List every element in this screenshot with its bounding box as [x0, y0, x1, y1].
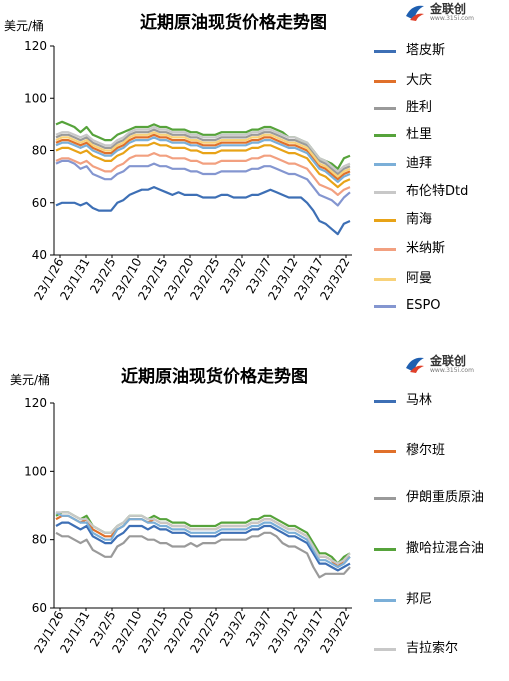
legend-item: 吉拉索尔 — [374, 640, 509, 658]
legend-label: 吉拉索尔 — [406, 641, 459, 656]
series-line-3 — [55, 128, 351, 176]
legend-label: 穆尔班 — [406, 443, 446, 458]
legend-label: 邦尼 — [406, 592, 433, 607]
y-tick-label: 40 — [32, 248, 47, 262]
series-line-2 — [55, 133, 351, 181]
legend-item: 米纳斯 — [374, 240, 509, 258]
logo-icon — [406, 357, 424, 373]
y-tick-label: 120 — [24, 396, 47, 410]
legend-label: 南海 — [406, 212, 433, 227]
legend-label: 布伦特Dtd — [406, 184, 469, 199]
legend-swatch — [374, 107, 396, 110]
y-axis-label: 美元/桶 — [4, 19, 45, 33]
legend-item: 撒哈拉混合油 — [374, 540, 509, 558]
y-tick-label: 80 — [32, 144, 47, 158]
series-line-1 — [55, 186, 351, 236]
legend-label: 塔皮斯 — [406, 43, 446, 58]
series-line-7 — [55, 141, 351, 189]
legend-swatch — [374, 305, 396, 308]
legend-item: 大庆 — [374, 72, 509, 90]
series-line-5 — [55, 136, 351, 183]
legend-label: 米纳斯 — [406, 241, 446, 256]
series-line-3 — [55, 531, 351, 579]
series-line-6 — [56, 511, 351, 565]
legend-swatch — [374, 134, 396, 137]
y-tick-label: 60 — [32, 196, 47, 210]
series-line-8 — [55, 152, 351, 196]
y-tick-label: 120 — [24, 39, 47, 53]
legend-item: 阿曼 — [374, 270, 509, 288]
y-axis-label: 美元/桶 — [10, 373, 51, 387]
legend-swatch — [374, 548, 396, 551]
series-line-1 — [55, 521, 351, 572]
y-tick-label: 100 — [24, 464, 47, 478]
series-line-5 — [55, 511, 351, 569]
legend-label: 马林 — [406, 393, 433, 408]
legend-item: 迪拜 — [374, 155, 509, 173]
legend-item: 邦尼 — [374, 591, 509, 609]
legend-swatch — [374, 497, 396, 500]
logo-icon — [406, 5, 424, 21]
legend-swatch — [374, 400, 396, 403]
line-chart-1: 40608010012023/1/2623/1/3123/2/523/2/102… — [24, 39, 353, 303]
legend-item: 杜里 — [374, 126, 509, 144]
legend-item: 马林 — [374, 392, 509, 410]
legend-label: 伊朗重质原油 — [406, 490, 485, 505]
legend-swatch — [374, 278, 396, 281]
y-tick-label: 100 — [24, 91, 47, 105]
legend-swatch — [374, 163, 396, 166]
logo-url: www.315i.com — [430, 366, 474, 374]
legend-swatch — [374, 50, 396, 53]
chart-panel-1: 美元/桶 近期原油现货价格走势图 金联创 www.315i.com 40 60 80… — [0, 0, 509, 335]
legend-label: ESPO — [406, 298, 441, 313]
legend-label: 大庆 — [406, 73, 433, 88]
series-line-9 — [55, 131, 351, 178]
legend-item: 穆尔班 — [374, 442, 509, 460]
legend-swatch — [374, 450, 396, 453]
legend-item: 布伦特Dtd — [374, 183, 509, 201]
line-chart-2: 608010012023/1/2623/1/3123/2/523/2/1023/… — [24, 396, 353, 656]
legend-label: 撒哈拉混合油 — [406, 541, 485, 556]
legend-swatch — [374, 248, 396, 251]
legend-item: 南海 — [374, 211, 509, 229]
legend-swatch — [374, 648, 396, 651]
series-line-6 — [55, 125, 351, 173]
legend-label: 胜利 — [406, 100, 433, 115]
y-tick-label: 80 — [32, 533, 47, 547]
legend-item: 胜利 — [374, 99, 509, 117]
logo-text: 金联创 — [430, 1, 467, 16]
chart-title: 近期原油现货价格走势图 — [140, 13, 327, 33]
legend-swatch — [374, 599, 396, 602]
logo-text: 金联创 — [430, 353, 467, 368]
logo-url: www.315i.com — [430, 14, 474, 22]
legend-label: 阿曼 — [406, 271, 433, 286]
legend-label: 杜里 — [406, 127, 433, 142]
legend-swatch — [374, 191, 396, 194]
y-tick-label: 60 — [32, 601, 47, 615]
brand-logo: 金联创 www.315i.com — [404, 2, 474, 22]
legend-item: 塔皮斯 — [374, 42, 509, 60]
series-line-10 — [55, 159, 351, 207]
legend-swatch — [374, 219, 396, 222]
legend-item: 伊朗重质原油 — [374, 489, 509, 507]
chart-panel-2: 美元/桶 近期原油现货价格走势图 金联创 www.315i.com 60 80 10… — [0, 348, 509, 681]
legend-label: 迪拜 — [406, 156, 433, 171]
legend-swatch — [374, 80, 396, 83]
chart-title: 近期原油现货价格走势图 — [121, 367, 308, 387]
legend-item: ESPO — [374, 297, 509, 315]
brand-logo: 金联创 www.315i.com — [404, 354, 474, 374]
